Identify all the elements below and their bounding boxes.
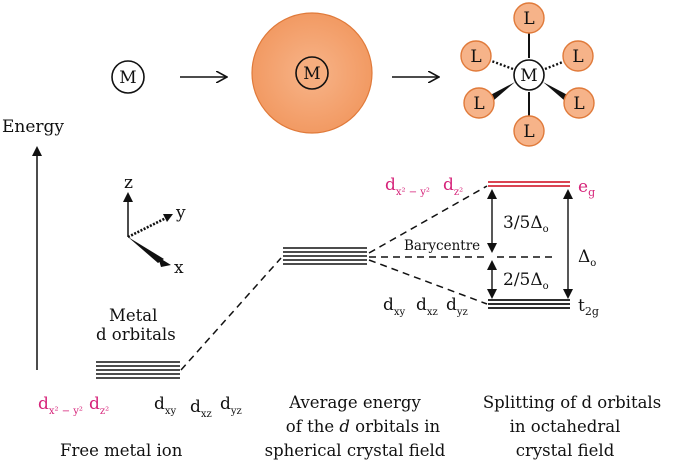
ligand-lower-right: L [563, 87, 595, 119]
central-metal: M [513, 59, 545, 91]
central-metal-label: M [520, 66, 537, 86]
spherical-caption-line1: Average energy [288, 393, 421, 412]
ligand-upper-left: L [460, 40, 492, 72]
coordinate-axes-glyph: z y x [123, 173, 186, 278]
oct-dxy-label: dxy [383, 295, 406, 318]
free-dx2y2-label: dx² − y² [38, 394, 83, 417]
energy-axis-label: Energy [2, 117, 64, 137]
ligand-label: L [523, 122, 534, 142]
oct-dyz-label: dyz [446, 295, 468, 318]
connector-spherical-to-eg [368, 185, 488, 254]
y-axis-dashed [127, 215, 169, 239]
barycentre-label: Barycentre [404, 238, 480, 254]
ligand-label: L [572, 47, 583, 67]
octahedral-caption-line3: crystal field [516, 441, 615, 460]
t2g-levels [488, 299, 570, 309]
spherical-field-sphere: M [251, 12, 373, 134]
spherical-caption-line2: of the d orbitals in [286, 417, 441, 436]
x-axis-label: x [174, 258, 184, 278]
y-axis-head [163, 214, 173, 222]
connector-free-to-spherical [180, 257, 282, 371]
ligand-label: L [473, 94, 484, 114]
octahedral-complex: L L L L L L M [460, 2, 595, 147]
spherical-degenerate-levels [283, 247, 367, 265]
free-metal-ion-symbol: M [111, 60, 145, 94]
oct-dx2y2-label: dx² − y² [385, 175, 430, 198]
x-axis-wedge [128, 237, 164, 263]
metal-d-orbitals-label-line2: d orbitals [96, 325, 176, 344]
lower-gap-label: 2/5Δo [503, 270, 549, 292]
oct-dxz-label: dxz [416, 295, 438, 318]
x-axis-head [158, 257, 171, 267]
free-ion-degenerate-levels [96, 361, 180, 379]
metal-d-orbitals-label-line1: Metal [109, 306, 157, 325]
z-axis-label: z [124, 173, 133, 193]
eg-levels [488, 181, 570, 187]
sphere-metal-label: M [303, 64, 320, 84]
y-axis-label: y [175, 203, 186, 223]
octahedral-caption-line1: Splitting of d orbitals [483, 393, 661, 412]
ligand-lower-left: L [463, 87, 495, 119]
free-dxz-label: dxz [190, 397, 212, 420]
connector-spherical-to-t2g [368, 259, 488, 305]
delta-o-label: Δo [578, 247, 596, 269]
ligand-upper-right: L [562, 40, 594, 72]
free-dyz-label: dyz [220, 394, 242, 417]
spherical-caption-line3: spherical crystal field [265, 441, 446, 460]
eg-label: eg [578, 177, 595, 199]
free-metal-ion-caption: Free metal ion [60, 441, 183, 460]
free-dxy-label: dxy [154, 394, 177, 417]
oct-dz2-label: dz² [443, 175, 463, 198]
ligand-bottom: L [513, 115, 545, 147]
free-dz2-label: dz² [89, 394, 109, 417]
ligand-label: L [523, 9, 534, 29]
t2g-label: t2g [578, 296, 599, 318]
ligand-label: L [573, 94, 584, 114]
ligand-top: L [513, 2, 545, 34]
metal-label: M [119, 68, 136, 88]
octahedral-caption-line2: in octahedral [510, 417, 621, 436]
upper-gap-label: 3/5Δo [503, 213, 549, 235]
ligand-label: L [470, 47, 481, 67]
